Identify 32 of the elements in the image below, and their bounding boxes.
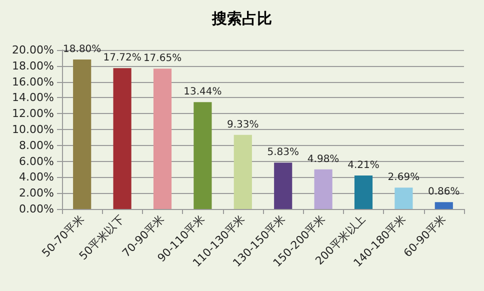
data-label: 4.98% xyxy=(307,154,340,165)
bar xyxy=(113,68,132,209)
bar xyxy=(354,176,373,209)
y-tick-label: 8.00% xyxy=(19,138,54,152)
y-tick-label: 10.00% xyxy=(12,123,54,136)
data-label: 2.69% xyxy=(388,172,420,184)
bar xyxy=(194,102,212,209)
data-label: 0.86% xyxy=(428,186,460,198)
bar xyxy=(434,202,453,209)
bar xyxy=(153,68,172,209)
y-tick-label: 12.00% xyxy=(12,107,54,120)
y-tick-label: 4.00% xyxy=(19,170,54,184)
data-label: 4.21% xyxy=(348,160,380,172)
bar xyxy=(394,188,413,209)
chart-title: 搜索占比 xyxy=(211,10,272,28)
data-label: 13.44% xyxy=(184,86,222,98)
y-tick-label: 16.00% xyxy=(12,75,54,88)
y-tick-label: 6.00% xyxy=(19,154,54,168)
y-tick-label: 20.00% xyxy=(12,44,54,56)
bar xyxy=(314,169,332,209)
y-tick-label: 2.00% xyxy=(19,186,54,200)
data-label: 5.83% xyxy=(267,147,299,158)
data-label: 18.80% xyxy=(63,44,102,56)
data-label: 17.72% xyxy=(103,52,142,64)
y-tick-label: 14.00% xyxy=(12,91,54,104)
y-tick-label: 18.00% xyxy=(12,59,54,72)
y-tick-label: 0.00% xyxy=(19,202,54,216)
bar xyxy=(73,60,92,209)
data-label: 9.33% xyxy=(227,119,259,130)
bar xyxy=(274,162,292,209)
data-label: 17.65% xyxy=(143,53,182,64)
bar xyxy=(234,134,252,209)
